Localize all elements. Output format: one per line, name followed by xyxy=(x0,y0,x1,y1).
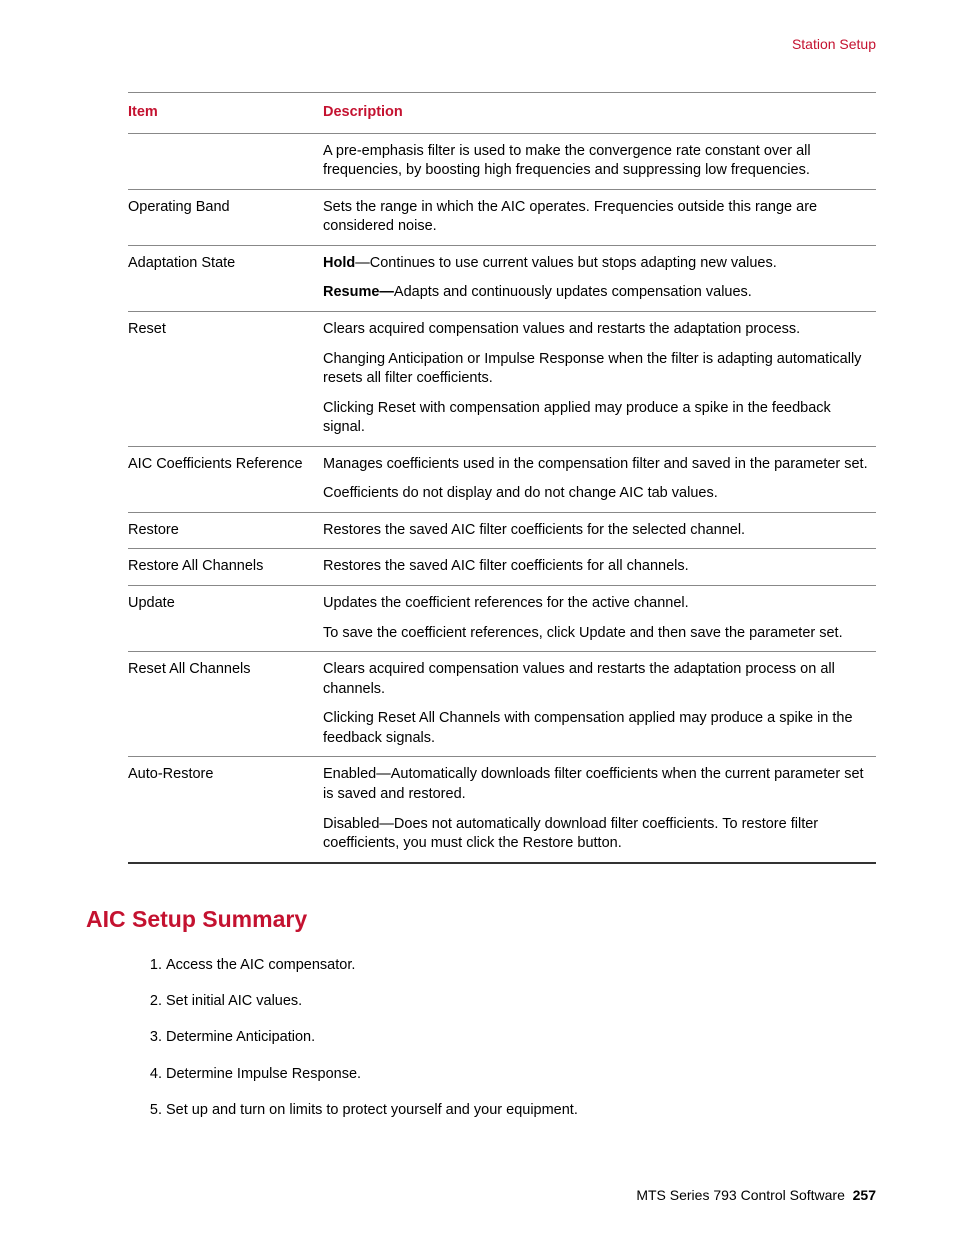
item-cell: Restore All Channels xyxy=(128,549,323,586)
description-cell: Hold—Continues to use current values but… xyxy=(323,245,876,311)
description-paragraph: Hold—Continues to use current values but… xyxy=(323,254,868,274)
description-cell: Clears acquired compensation values and … xyxy=(323,311,876,446)
item-cell: AIC Coefficients Reference xyxy=(128,446,323,512)
item-cell: Restore xyxy=(128,512,323,549)
item-cell xyxy=(128,133,323,189)
description-paragraph: Manages coefficients used in the compens… xyxy=(323,455,868,475)
step-item: Access the AIC compensator. xyxy=(166,955,876,975)
definitions-tbody: A pre-emphasis filter is used to make th… xyxy=(128,133,876,863)
description-paragraph: Restores the saved AIC filter coefficien… xyxy=(323,521,868,541)
description-paragraph: Sets the range in which the AIC operates… xyxy=(323,198,868,237)
description-paragraph: Resume—Adapts and continuously updates c… xyxy=(323,283,868,303)
description-paragraph: A pre-emphasis filter is used to make th… xyxy=(323,142,868,181)
description-paragraph: Clears acquired compensation values and … xyxy=(323,660,868,699)
description-cell: Sets the range in which the AIC operates… xyxy=(323,189,876,245)
setup-steps: Access the AIC compensator. Set initial A… xyxy=(128,955,876,1120)
step-item: Determine Anticipation. xyxy=(166,1027,876,1047)
step-item: Set initial AIC values. xyxy=(166,991,876,1011)
description-cell: Restores the saved AIC filter coefficien… xyxy=(323,512,876,549)
description-cell: Manages coefficients used in the compens… xyxy=(323,446,876,512)
description-cell: Enabled—Automatically downloads filter c… xyxy=(323,757,876,863)
item-cell: Adaptation State xyxy=(128,245,323,311)
description-paragraph: Restores the saved AIC filter coefficien… xyxy=(323,557,868,577)
description-paragraph: Changing Anticipation or Impulse Respons… xyxy=(323,350,868,389)
description-paragraph: Clears acquired compensation values and … xyxy=(323,320,868,340)
table-row: ResetClears acquired compensation values… xyxy=(128,311,876,446)
item-cell: Reset All Channels xyxy=(128,652,323,757)
description-paragraph: To save the coefficient references, clic… xyxy=(323,624,868,644)
table-row: Auto-RestoreEnabled—Automatically downlo… xyxy=(128,757,876,863)
description-paragraph: Enabled—Automatically downloads filter c… xyxy=(323,765,868,804)
item-cell: Operating Band xyxy=(128,189,323,245)
col-header-description: Description xyxy=(323,93,876,133)
description-cell: A pre-emphasis filter is used to make th… xyxy=(323,133,876,189)
header-section: Station Setup xyxy=(128,36,876,52)
description-paragraph: Clicking Reset with compensation applied… xyxy=(323,399,868,438)
table-row: Adaptation StateHold—Continues to use cu… xyxy=(128,245,876,311)
item-cell: Auto-Restore xyxy=(128,757,323,863)
footer-page: 257 xyxy=(853,1187,876,1203)
definitions-table: Item Description A pre-emphasis filter i… xyxy=(128,93,876,864)
table-row: AIC Coefficients ReferenceManages coeffi… xyxy=(128,446,876,512)
description-paragraph: Updates the coefficient references for t… xyxy=(323,594,868,614)
item-cell: Reset xyxy=(128,311,323,446)
description-cell: Restores the saved AIC filter coefficien… xyxy=(323,549,876,586)
step-item: Set up and turn on limits to protect you… xyxy=(166,1100,876,1120)
description-cell: Updates the coefficient references for t… xyxy=(323,586,876,652)
table-row: Restore All ChannelsRestores the saved A… xyxy=(128,549,876,586)
description-paragraph: Clicking Reset All Channels with compens… xyxy=(323,709,868,748)
table-row: Reset All ChannelsClears acquired compen… xyxy=(128,652,876,757)
description-paragraph: Disabled—Does not automatically download… xyxy=(323,815,868,854)
page-footer: MTS Series 793 Control Software 257 xyxy=(636,1187,876,1203)
col-header-item: Item xyxy=(128,93,323,133)
step-item: Determine Impulse Response. xyxy=(166,1064,876,1084)
table-row: RestoreRestores the saved AIC filter coe… xyxy=(128,512,876,549)
table-row: Operating BandSets the range in which th… xyxy=(128,189,876,245)
table-row: A pre-emphasis filter is used to make th… xyxy=(128,133,876,189)
item-cell: Update xyxy=(128,586,323,652)
section-heading: AIC Setup Summary xyxy=(86,906,876,933)
table-row: UpdateUpdates the coefficient references… xyxy=(128,586,876,652)
description-cell: Clears acquired compensation values and … xyxy=(323,652,876,757)
footer-product: MTS Series 793 Control Software xyxy=(636,1187,845,1203)
description-paragraph: Coefficients do not display and do not c… xyxy=(323,484,868,504)
